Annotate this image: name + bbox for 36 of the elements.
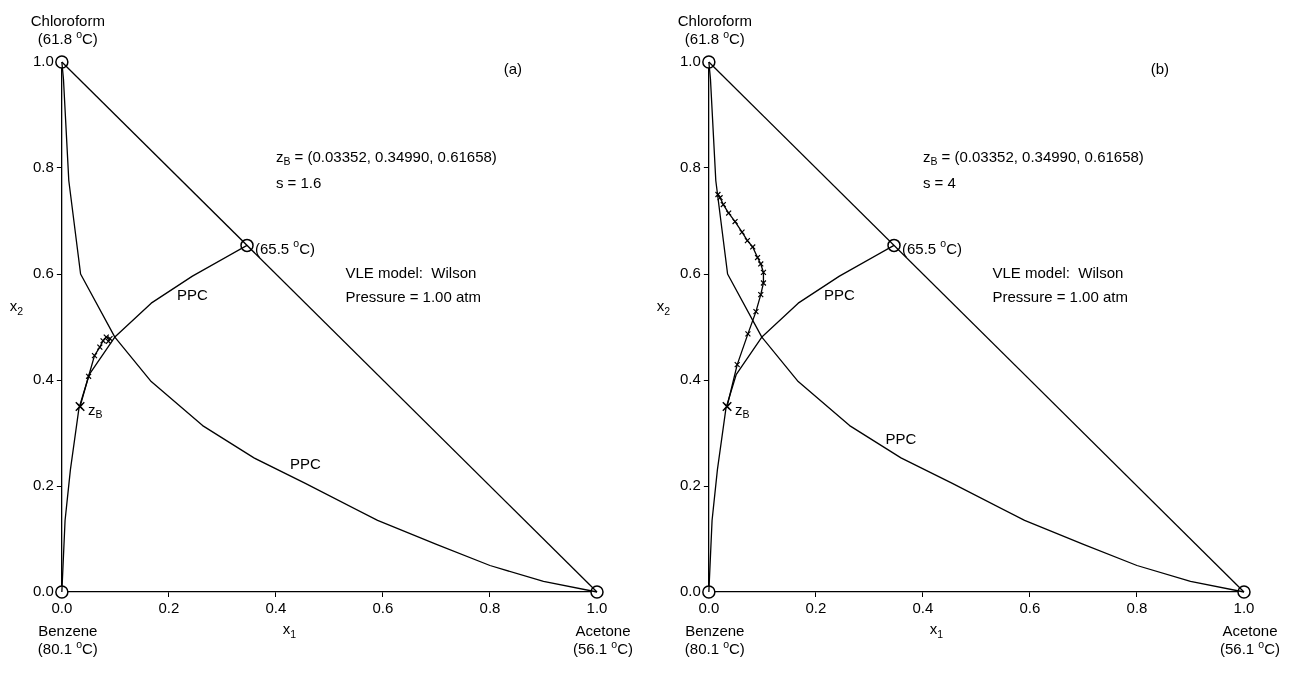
annotation: PPC [824, 286, 856, 304]
y-tick-label: 0.0 [32, 582, 54, 600]
y-tick-label: 1.0 [32, 52, 54, 70]
x-tick-label: 0.6 [1019, 599, 1041, 617]
y-tick-label: 0.6 [679, 264, 701, 282]
x-tick-label: 0.6 [372, 599, 394, 617]
x-tick-label: 0.8 [1126, 599, 1148, 617]
x-tick-label: 0.0 [51, 599, 73, 617]
y-tick-label: 0.0 [679, 582, 701, 600]
annotation: Pressure = 1.00 atm [345, 287, 481, 305]
y-tick-label: 0.2 [679, 476, 701, 494]
y-tick-label: 0.2 [32, 476, 54, 494]
annotation: (a) [503, 60, 523, 78]
annotation: s = 1.6 [275, 174, 322, 192]
annotation: PPC [289, 455, 321, 473]
y-tick-label: 0.8 [679, 158, 701, 176]
x-tick-label: 1.0 [586, 599, 608, 617]
annotation: Pressure = 1.00 atm [992, 287, 1128, 305]
x-tick-label: 0.2 [805, 599, 827, 617]
annotation: (b) [1150, 60, 1170, 78]
y-tick-label: 1.0 [679, 52, 701, 70]
x-tick-label: 0.0 [698, 599, 720, 617]
y-tick-label: 0.8 [32, 158, 54, 176]
annotation: PPC [885, 430, 917, 448]
annotation: s = 4 [922, 174, 956, 192]
x-tick-label: 1.0 [1233, 599, 1255, 617]
y-tick-label: 0.6 [32, 264, 54, 282]
x-tick-label: 0.2 [158, 599, 180, 617]
annotation: PPC [177, 286, 209, 304]
annotation: VLE model: Wilson [345, 264, 477, 282]
x-tick-label: 0.8 [479, 599, 501, 617]
y-tick-label: 0.4 [679, 370, 701, 388]
annotation: VLE model: Wilson [992, 264, 1124, 282]
x-tick-label: 0.4 [265, 599, 287, 617]
x-tick-label: 0.4 [912, 599, 934, 617]
y-tick-label: 0.4 [32, 370, 54, 388]
